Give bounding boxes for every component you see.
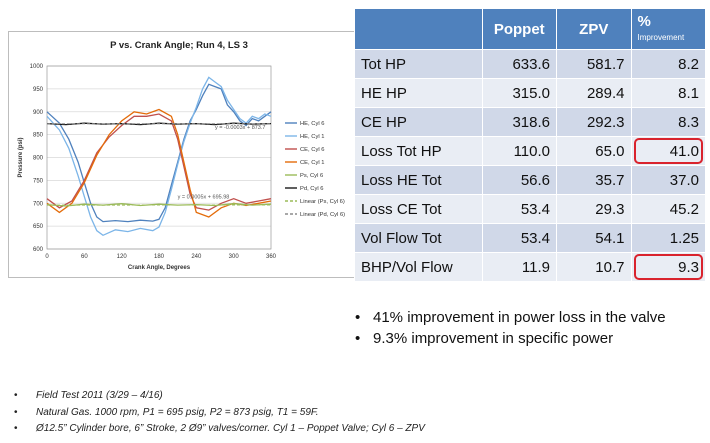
chart-canvas: P vs. Crank Angle; Run 4, LS 36006507007… xyxy=(18,40,345,271)
poppet-value: 633.6 xyxy=(481,49,558,79)
y-tick-label: 650 xyxy=(33,224,44,230)
poppet-value: 56.6 xyxy=(481,165,558,195)
series-line xyxy=(46,203,272,207)
pressure-chart: P vs. Crank Angle; Run 4, LS 3 600 650 700 7… xyxy=(8,31,366,278)
y-tick-label: 600 xyxy=(33,247,44,253)
y-tick-label: 950 xyxy=(33,87,44,93)
row-label: CE HP xyxy=(354,107,483,137)
header-pct-sub: Improvement xyxy=(637,33,685,42)
pct-value: 8.1 xyxy=(630,78,706,108)
pct-value: 8.2 xyxy=(630,49,706,79)
poppet-value: 318.6 xyxy=(481,107,558,137)
highlighted-value: 41.0 xyxy=(669,142,699,160)
note-item: Field Test 2011 (3/29 – 4/16) xyxy=(14,388,425,405)
note-item: Natural Gas. 1000 rpm, P1 = 695 psig, P2… xyxy=(14,405,425,422)
zpv-value: 292.3 xyxy=(556,107,632,137)
row-label: Loss HE Tot xyxy=(354,165,483,195)
legend-label: Linear (Ps, Cyl 6) xyxy=(300,199,345,205)
legend-label: Linear (Pd, Cyl 6) xyxy=(300,212,345,218)
x-tick-label: 180 xyxy=(154,254,165,260)
zpv-value: 10.7 xyxy=(556,252,632,282)
x-tick-label: 0 xyxy=(45,254,49,260)
test-notes: Field Test 2011 (3/29 – 4/16) Natural Ga… xyxy=(14,388,425,438)
pct-value: 8.3 xyxy=(630,107,706,137)
table-row: CE HP 318.6 292.3 8.3 xyxy=(354,107,706,137)
header-poppet: Poppet xyxy=(481,8,558,50)
plot-area xyxy=(46,65,272,250)
y-tick-label: 1000 xyxy=(30,64,44,70)
poppet-value: 11.9 xyxy=(481,252,558,282)
table-row: HE HP 315.0 289.4 8.1 xyxy=(354,78,706,108)
x-tick-label: 60 xyxy=(81,254,88,260)
finding-item: 9.3% improvement in specific power xyxy=(355,328,666,349)
finding-item: 41% improvement in power loss in the val… xyxy=(355,307,666,328)
series-line xyxy=(46,76,272,237)
y-tick-label: 900 xyxy=(33,110,44,116)
zpv-value: 581.7 xyxy=(556,49,632,79)
legend-label: CE, Cyl 6 xyxy=(300,147,324,153)
header-zpv: ZPV xyxy=(556,8,632,50)
row-label: Vol Flow Tot xyxy=(354,223,483,253)
pct-value: 9.3 xyxy=(630,252,706,282)
trend-equation-lower: y = 0.0005x + 695.98 xyxy=(178,195,230,201)
x-tick-label: 360 xyxy=(266,254,277,260)
table-row: BHP/Vol Flow 11.9 10.7 9.3 xyxy=(354,252,706,282)
comparison-table: Poppet ZPV % Improvement Tot HP 633.6 581.… xyxy=(354,8,706,282)
zpv-value: 29.3 xyxy=(556,194,632,224)
poppet-value: 315.0 xyxy=(481,78,558,108)
x-tick-label: 240 xyxy=(191,254,202,260)
table-row: Loss CE Tot 53.4 29.3 45.2 xyxy=(354,194,706,224)
series-line xyxy=(46,83,272,223)
legend-label: HE, Cyl 1 xyxy=(300,134,324,140)
findings-list: 41% improvement in power loss in the val… xyxy=(355,307,666,349)
y-tick-label: 850 xyxy=(33,133,44,139)
header-corner xyxy=(354,8,483,50)
x-tick-label: 300 xyxy=(229,254,240,260)
legend-label: HE, Cyl 6 xyxy=(300,121,324,127)
y-tick-label: 800 xyxy=(33,156,44,162)
note-item: Ø12.5” Cylinder bore, 6” Stroke, 2 Ø9” v… xyxy=(14,421,425,438)
row-label: Loss Tot HP xyxy=(354,136,483,166)
header-pct: % Improvement xyxy=(630,8,706,50)
highlighted-value: 9.3 xyxy=(678,258,699,276)
table-header-row: Poppet ZPV % Improvement xyxy=(354,8,706,50)
table-row: Tot HP 633.6 581.7 8.2 xyxy=(354,49,706,79)
legend-label: Ps, Cyl 6 xyxy=(300,173,323,179)
zpv-value: 65.0 xyxy=(556,136,632,166)
series-line xyxy=(46,122,272,126)
poppet-value: 53.4 xyxy=(481,223,558,253)
pct-value: 41.0 xyxy=(630,136,706,166)
y-axis-label: Pressure (psi) xyxy=(18,137,24,177)
zpv-value: 54.1 xyxy=(556,223,632,253)
header-pct-symbol: % xyxy=(637,13,651,30)
series-line xyxy=(46,113,272,211)
poppet-value: 53.4 xyxy=(481,194,558,224)
y-tick-label: 700 xyxy=(33,201,44,207)
pct-value: 1.25 xyxy=(630,223,706,253)
pct-value: 45.2 xyxy=(630,194,706,224)
pct-value: 37.0 xyxy=(630,165,706,195)
y-tick-label: 750 xyxy=(33,178,44,184)
row-label: HE HP xyxy=(354,78,483,108)
table-row: Vol Flow Tot 53.4 54.1 1.25 xyxy=(354,223,706,253)
x-tick-label: 120 xyxy=(117,254,128,260)
zpv-value: 289.4 xyxy=(556,78,632,108)
poppet-value: 110.0 xyxy=(481,136,558,166)
zpv-value: 35.7 xyxy=(556,165,632,195)
legend-label: Pd, Cyl 6 xyxy=(300,186,324,192)
row-label: BHP/Vol Flow xyxy=(354,252,483,282)
x-axis-label: Crank Angle, Degrees xyxy=(128,265,191,271)
legend-label: CE, Cyl 1 xyxy=(300,160,324,166)
table-row: Loss Tot HP 110.0 65.0 41.0 xyxy=(354,136,706,166)
trend-equation-upper: y = -0.0003x + 873.7 xyxy=(215,125,265,131)
table-row: Loss HE Tot 56.6 35.7 37.0 xyxy=(354,165,706,195)
chart-title: P vs. Crank Angle; Run 4, LS 3 xyxy=(110,40,248,51)
row-label: Tot HP xyxy=(354,49,483,79)
row-label: Loss CE Tot xyxy=(354,194,483,224)
